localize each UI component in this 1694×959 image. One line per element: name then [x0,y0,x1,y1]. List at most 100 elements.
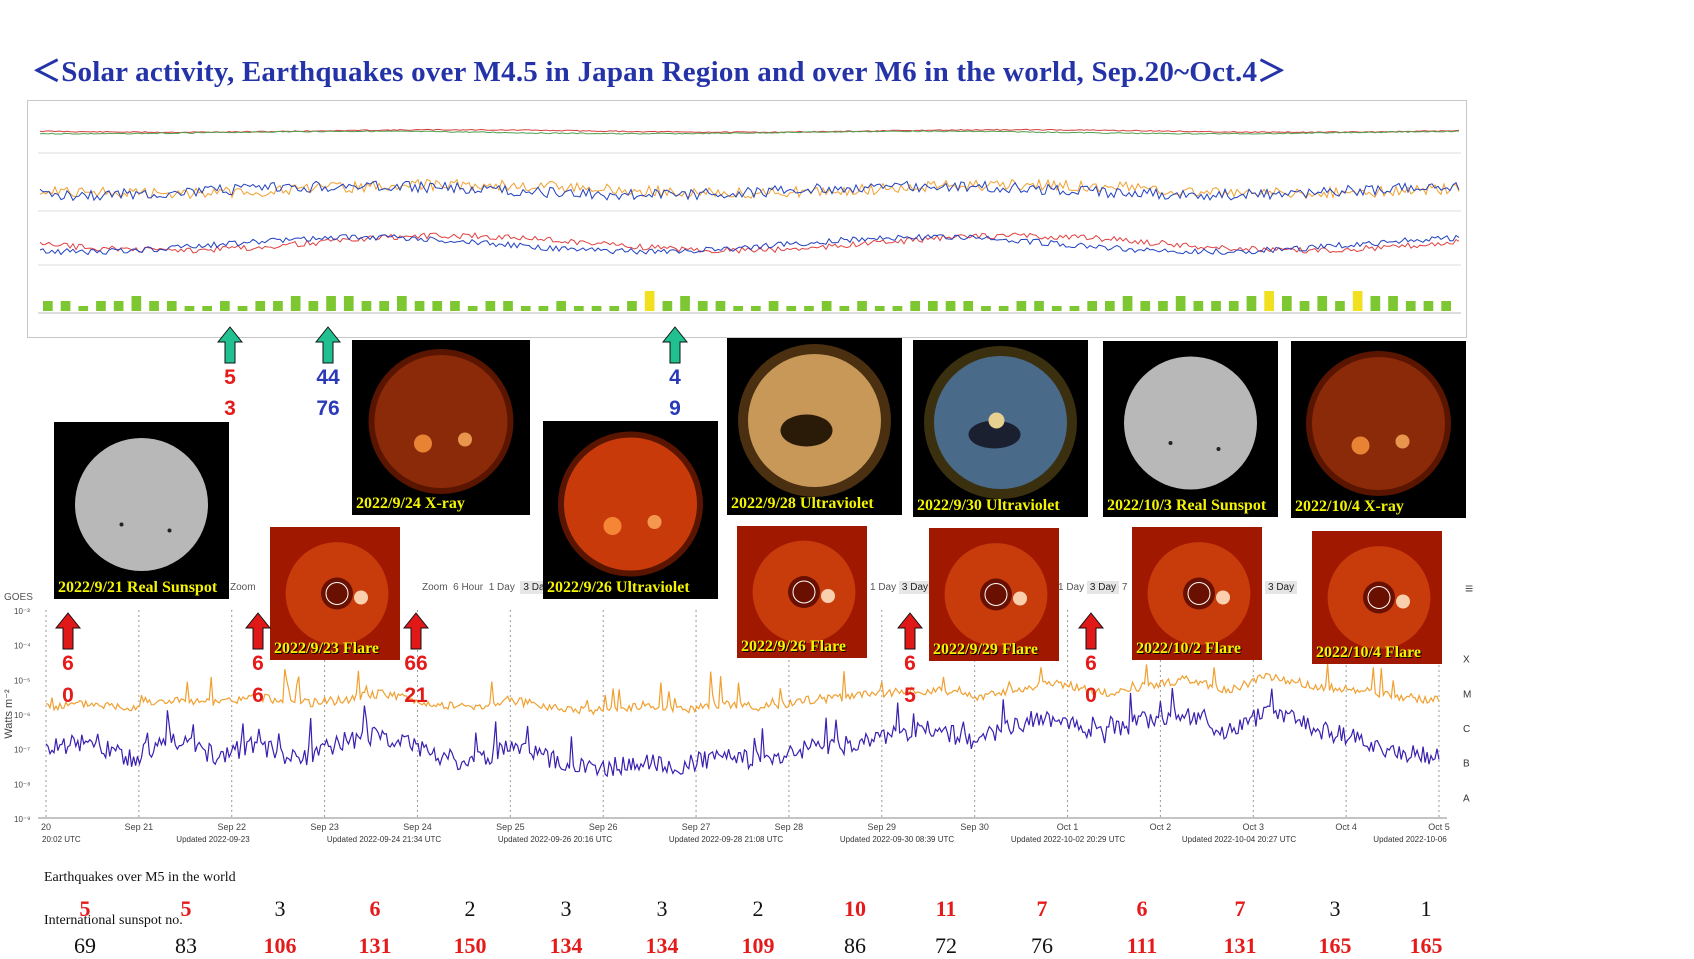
y-tick-label: 10⁻⁴ [14,642,31,651]
sun-outline [325,582,349,605]
update-label: Updated 2022-09-28 21:08 UTC [669,835,784,844]
kp-index-bar [273,301,283,311]
zoom-1d-button[interactable]: 1 Day [488,582,515,593]
kp-index-bar [237,306,248,311]
sunspot-number-cell: 106 [263,933,297,958]
sun-outline [1367,586,1391,609]
kp-index-bar [113,301,124,311]
earthquake-count-cell: 2 [464,896,476,921]
x-tick-label: Sep 26 [589,822,618,832]
kp-index-bar [1370,296,1381,311]
zoom-label: Zoom [422,582,448,593]
y-tick-label: 10⁻⁵ [14,676,30,685]
red-up-arrow-icon [245,612,271,650]
goes-toolbar-5: 3 Day [1265,581,1298,594]
kp-index-bar [1264,291,1274,311]
kp-index-bar [1122,296,1133,311]
kp-index-bar [821,301,832,311]
space-weather-plots [38,128,1461,314]
x-tick-label: Sep 29 [868,822,897,832]
kp-index-bar [874,306,885,311]
flare-class-label: C [1463,724,1470,735]
kp-index-bar [1034,301,1044,311]
update-label: Updated 2022-10-06 [1373,835,1447,844]
solar-image-graphic [738,344,891,497]
coronal-hole [968,420,1021,449]
sunspot-mark [167,528,172,533]
solar-image-uv-gold: 2022/9/28 Ultraviolet [727,338,902,515]
kp-index-bar [591,306,602,311]
kp-index-bar [1069,306,1080,311]
solar-image-corona: 2022/9/23 Flare [270,527,400,660]
sun-disk [564,437,697,571]
cme-bright-spot [354,590,368,605]
solar-image-uv-red: 2022/9/26 Ultraviolet [543,421,718,599]
update-label: Updated 2022-10-04 20:27 UTC [1182,835,1297,844]
marker-bottom-number: 0 [62,684,74,707]
marker-top-number: 44 [316,366,340,389]
y-axis-label: Watts m⁻² [3,689,15,739]
update-label: Updated 2022-09-24 21:34 UTC [327,835,442,844]
kp-index-bar [1441,301,1451,311]
cme-bright-spot [1216,590,1230,605]
kp-index-bar [290,296,301,311]
flare-class-label: A [1463,793,1470,804]
marker-top-number: 4 [669,366,681,389]
goes-toolbar-3: 1 Day 3 Day [870,581,932,594]
earthquake-count-cell: 6 [1136,896,1148,921]
kp-index-bar [1282,296,1292,311]
kp-index-bar [184,306,195,311]
update-label: Updated 2022-10-02 20:29 UTC [1011,835,1126,844]
kp-index-bar [609,306,620,311]
series-line-short [45,688,1440,778]
y-tick-label: 10⁻⁹ [14,815,31,824]
solar-image-graphic [1132,527,1262,660]
x-tick-label: Oct 3 [1243,822,1265,832]
cme-bright-spot [1013,591,1027,606]
x-tick-label: Sep 24 [403,822,432,832]
solar-image-corona: 2022/9/29 Flare [929,528,1059,661]
kp-index-bar [839,306,850,311]
x-tick-label: Oct 1 [1057,822,1079,832]
coronal-hole [780,414,833,447]
kp-index-bar [751,306,761,311]
image-caption: 2022/9/29 Flare [933,641,1039,658]
solar-image-uv-blue: 2022/9/30 Ultraviolet [913,340,1088,517]
sunspot-number-cell: 150 [453,933,487,958]
sunspot-number-cell: 69 [74,933,96,958]
solar-image-graphic [558,431,703,577]
solar-image-graphic [1312,531,1442,664]
series-line-long [45,663,1440,716]
green-up-arrow-icon [315,326,341,364]
kp-index-bar [1087,301,1097,311]
sunspot-number-cell: 134 [645,933,679,958]
flare-class-label: B [1463,759,1470,770]
solar-image-graphic [368,349,514,494]
marker-top-number: 6 [62,652,74,675]
chart-menu-icon[interactable]: ≡ [1465,580,1474,596]
sunspot-row-label: International sunspot no. [44,913,183,928]
solar-image-corona: 2022/9/26 Flare [737,526,867,658]
kp-index-bar [414,301,425,311]
kp-index-bar [1175,296,1186,311]
kp-index-bar [538,306,549,311]
kp-index-bar [910,301,920,311]
sun-disk [374,355,508,488]
x-tick-label: Sep 25 [496,822,525,832]
kp-index-bar [60,301,71,311]
kp-index-bar [981,306,991,311]
kp-index-bar [697,301,708,311]
goes-toolbar-4: 1 Day 3 Day 7 [1058,581,1128,594]
sunspot-mark [1168,441,1173,445]
solar-image-graphic [270,527,400,660]
y-tick-label: 10⁻⁸ [14,780,31,789]
solar-image-xray: 2022/10/4 X-ray [1291,341,1466,518]
marker-bottom-number: 21 [404,684,428,707]
x-tick-label: Oct 2 [1150,822,1172,832]
x-tick-label: Sep 23 [310,822,339,832]
kp-index-bar [361,301,372,311]
kp-index-bar [733,306,743,311]
zoom-6h-button[interactable]: 6 Hour [453,582,484,593]
image-caption: 2022/9/26 Flare [741,638,847,655]
kp-index-bar [166,301,177,311]
